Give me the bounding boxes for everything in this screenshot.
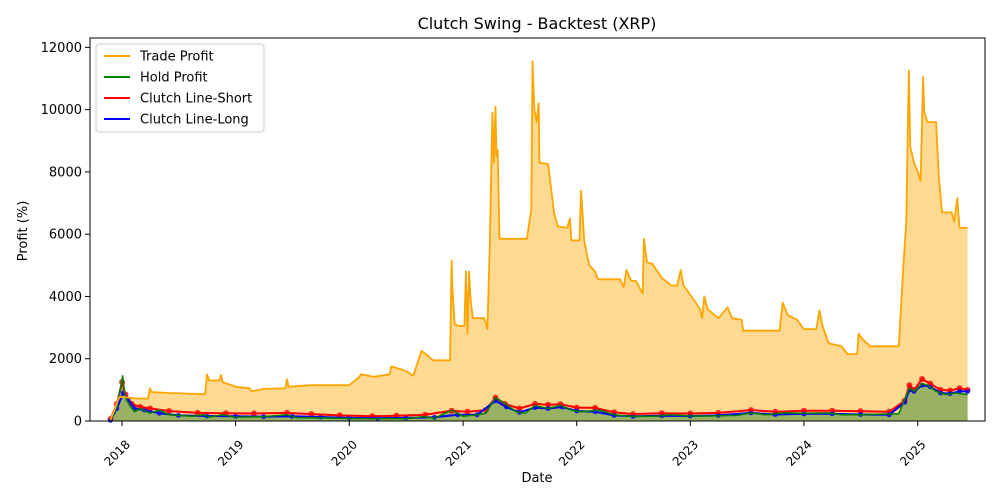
- y-tick-label: 0: [74, 415, 82, 430]
- y-tick-label: 4000: [49, 290, 82, 305]
- legend-label: Hold Profit: [140, 71, 208, 86]
- legend: Trade Profit Hold Profit Clutch Line-Short…: [95, 43, 265, 133]
- series-lines: [109, 60, 968, 422]
- trade-profit-line: [109, 60, 968, 421]
- y-tick-label: 10000: [41, 103, 82, 118]
- legend-label: Clutch Line-Short: [140, 92, 252, 107]
- x-axis-label: Date: [521, 471, 552, 486]
- legend-label: Trade Profit: [139, 50, 214, 65]
- chart-title: Clutch Swing - Backtest (XRP): [418, 14, 657, 33]
- y-axis-label: Profit (%): [16, 201, 31, 262]
- legend-box: [95, 43, 265, 133]
- axes-frame: [89, 37, 986, 422]
- y-axis-ticks: 0 2000 4000 6000 8000 10000 12000: [41, 41, 90, 430]
- y-tick-label: 2000: [49, 352, 82, 367]
- y-tick-label: 6000: [49, 228, 82, 243]
- y-tick-label: 12000: [41, 41, 82, 56]
- legend-label: Clutch Line-Long: [140, 113, 249, 128]
- y-tick-label: 8000: [49, 165, 82, 180]
- hold-profit-line: [109, 375, 968, 422]
